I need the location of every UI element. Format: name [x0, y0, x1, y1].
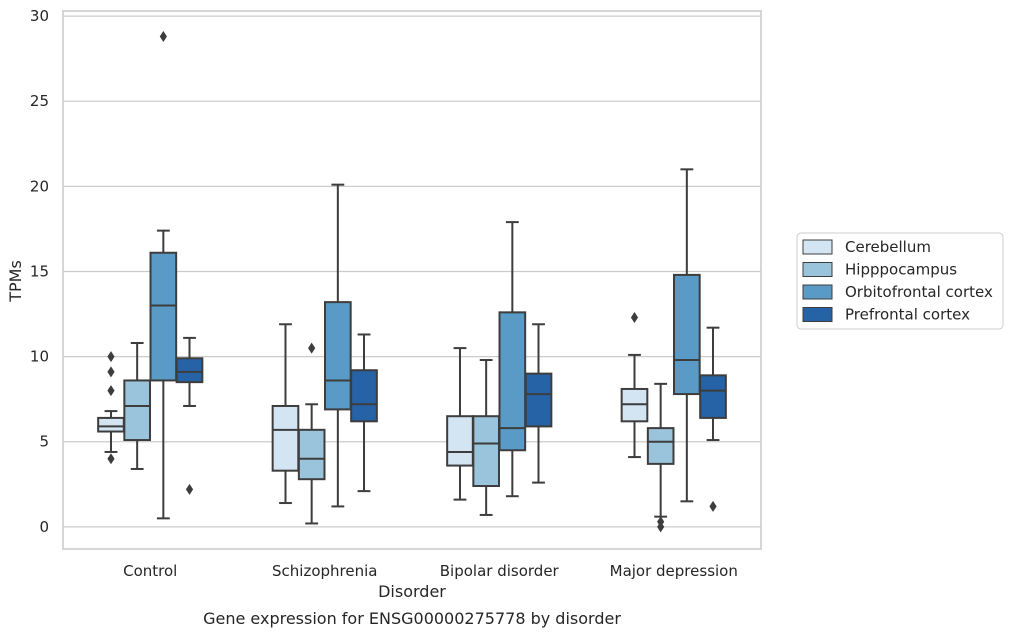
chart-caption: Gene expression for ENSG00000275778 by d… [203, 609, 621, 628]
box-hipppocampus [646, 382, 675, 533]
outlier-point [630, 311, 639, 323]
y-tick-label: 20 [30, 177, 49, 195]
outlier-point [107, 366, 115, 378]
outlier-point [107, 385, 115, 397]
y-tick-label: 25 [30, 92, 49, 110]
iqr-box [524, 372, 553, 428]
box-hipppocampus [123, 341, 151, 470]
iqr-box [271, 404, 300, 472]
legend-label: Hipppocampus [845, 261, 957, 279]
iqr-box [350, 369, 378, 423]
y-tick-label: 15 [30, 262, 49, 280]
legend-swatch [802, 284, 833, 300]
legend-label: Cerebellum [845, 238, 931, 256]
x-tick-label: Bipolar disorder [440, 562, 560, 580]
legend-label: Orbitofrontal cortex [845, 283, 993, 301]
box-prefrontal-cortex [350, 333, 378, 493]
iqr-box [699, 374, 727, 419]
iqr-box [472, 415, 500, 488]
box-prefrontal-cortex [699, 326, 727, 512]
outlier-point [657, 521, 665, 533]
iqr-box [673, 273, 701, 396]
legend-swatch [802, 307, 833, 322]
legend-swatch [802, 262, 833, 277]
x-tick-label: Control [123, 562, 177, 580]
box-orbitofrontal-cortex [673, 168, 701, 503]
box-hipppocampus [472, 359, 500, 516]
y-tick-labels: 0 5 10 15 20 25 30 [30, 7, 49, 536]
iqr-box [646, 427, 675, 465]
outlier-point [159, 31, 167, 43]
boxes [97, 31, 727, 533]
outlier-point [308, 342, 316, 354]
plot-frame [62, 10, 762, 550]
iqr-box [149, 251, 178, 382]
x-tick-label: Major depression [610, 562, 738, 580]
x-tick-label: Schizophrenia [272, 562, 377, 580]
outlier-point [107, 351, 115, 363]
legend: Cerebellum Hipppocampus Orbitofrontal cort… [796, 232, 1004, 330]
box-hipppocampus [297, 342, 326, 525]
legend-frame [796, 232, 1004, 330]
iqr-box [97, 416, 125, 433]
iqr-box [446, 415, 474, 467]
x-axis-label: Disorder [378, 582, 446, 601]
box-cerebellum [446, 347, 474, 501]
box-prefrontal-cortex [175, 336, 204, 495]
y-axis-label: TPMs [6, 260, 25, 303]
y-tick-label: 0 [39, 518, 49, 536]
box-cerebellum [620, 311, 649, 459]
legend-label: Prefrontal cortex [845, 306, 970, 324]
iqr-box [324, 301, 352, 411]
iqr-box [175, 357, 204, 384]
box-orbitofrontal-cortex [149, 31, 178, 520]
legend-swatch [802, 239, 833, 255]
box-orbitofrontal-cortex [324, 183, 352, 508]
y-tick-label: 10 [30, 348, 49, 366]
iqr-box [498, 311, 527, 452]
iqr-box [123, 379, 151, 442]
box-prefrontal-cortex [524, 323, 553, 484]
outlier-point [107, 453, 115, 465]
y-tick-label: 30 [30, 7, 49, 25]
x-tick-labels: Control Schizophrenia Bipolar disorder Majo… [123, 562, 738, 580]
outlier-point [709, 500, 717, 512]
y-tick-label: 5 [39, 433, 49, 451]
outlier-point [185, 483, 194, 495]
gridlines [63, 15, 761, 528]
iqr-box [297, 428, 326, 481]
